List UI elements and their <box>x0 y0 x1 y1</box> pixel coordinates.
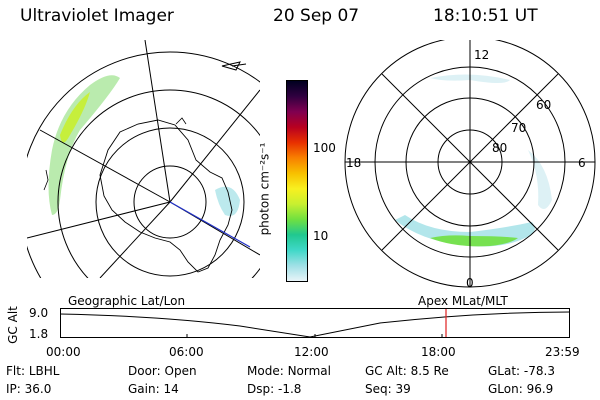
colorbar-tick-100: 100 <box>313 141 336 155</box>
colorbar-gradient <box>287 81 307 281</box>
aurora-oval-left <box>48 75 120 215</box>
colorbar-unit-label: photon cm⁻²s⁻¹ <box>257 142 272 236</box>
param-dsp: Dsp: -1.8 <box>247 382 302 396</box>
mlt-label-18: 18 <box>346 156 362 170</box>
timeline-y-tick-top: 9.0 <box>29 306 49 320</box>
meridian <box>27 201 171 239</box>
meridian <box>169 89 260 203</box>
mlt-label-0: 0 <box>466 276 474 290</box>
mlat-label-70: 70 <box>511 121 527 135</box>
timeline-x-tick-1800: 18:00 <box>421 345 456 359</box>
altitude-curve <box>60 311 571 338</box>
param-seq: Seq: 39 <box>365 382 411 396</box>
timeline-x-tick-0600: 06:00 <box>169 345 204 359</box>
meridian <box>99 201 171 278</box>
param-gc-alt: GC Alt: 8.5 Re <box>365 364 449 378</box>
timeline-x-tick-2359: 23:59 <box>545 345 580 359</box>
timeline-x-tick-0000: 00:00 <box>46 345 81 359</box>
param-glat: GLat: -78.3 <box>488 364 555 378</box>
geographic-map <box>27 40 260 278</box>
mlat-label-80: 80 <box>492 141 508 155</box>
colorbar <box>286 80 308 282</box>
mlt-label-6: 6 <box>578 156 586 170</box>
timeline-x-tick-1200: 12:00 <box>294 345 329 359</box>
param-mode: Mode: Normal <box>247 364 331 378</box>
lat-circle-3 <box>95 127 245 277</box>
meridian <box>39 129 171 203</box>
param-glon: GLon: 96.9 <box>488 382 554 396</box>
time-label: 18:10:51 UT <box>433 6 538 26</box>
lat-circle-inner <box>133 165 207 239</box>
param-filter: Flt: LBHL <box>6 364 60 378</box>
lat-circle-2 <box>57 89 260 278</box>
param-ip: IP: 36.0 <box>6 382 52 396</box>
instrument-title: Ultraviolet Imager <box>20 6 174 26</box>
magnetic-dial <box>344 40 596 288</box>
mlat-label-60: 60 <box>536 98 552 112</box>
altitude-timeline <box>60 308 571 338</box>
timeline-y-tick-bottom: 1.8 <box>29 327 49 341</box>
coastline <box>99 119 233 273</box>
lat-circle-outer <box>27 51 260 278</box>
colorbar-tick-10: 10 <box>313 229 329 243</box>
mlt-label-12: 12 <box>474 48 490 62</box>
timeline-left-title: Geographic Lat/Lon <box>68 294 186 308</box>
timeline-y-label: GC Alt <box>5 306 20 344</box>
date-label: 20 Sep 07 <box>273 6 360 26</box>
param-gain: Gain: 14 <box>128 382 179 396</box>
timeline-right-title: Apex MLat/MLT <box>418 294 508 308</box>
sun-direction-line <box>169 201 251 248</box>
meridian <box>144 40 171 203</box>
north-arrow-icon <box>221 61 247 71</box>
param-door: Door: Open <box>128 364 197 378</box>
